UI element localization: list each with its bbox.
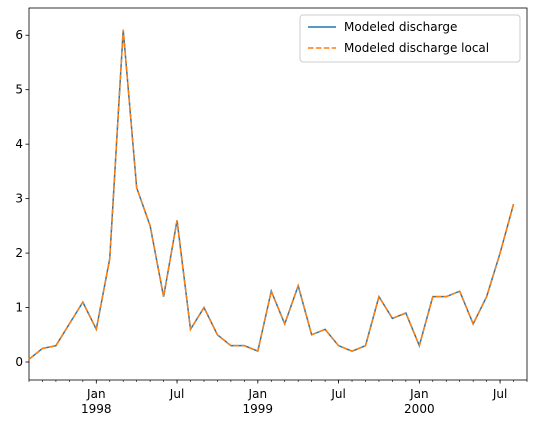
series-line bbox=[28, 29, 515, 360]
legend-box bbox=[299, 14, 521, 63]
y-tick-label: 2 bbox=[15, 246, 23, 260]
legend-label: Modeled discharge local bbox=[344, 41, 489, 55]
y-tick-label: 5 bbox=[15, 83, 23, 97]
x-tick-label: Jan 2000 bbox=[404, 387, 435, 416]
y-tick-label: 4 bbox=[15, 137, 23, 151]
x-tick-label: Jul bbox=[169, 387, 184, 401]
y-tick-label: 6 bbox=[15, 28, 23, 42]
y-tick-label: 0 bbox=[15, 355, 23, 369]
x-tick-label: Jul bbox=[492, 387, 507, 401]
legend-label: Modeled discharge bbox=[344, 20, 457, 34]
y-tick-label: 1 bbox=[15, 301, 23, 315]
y-tick-label: 3 bbox=[15, 192, 23, 206]
plot-area bbox=[28, 7, 528, 381]
x-tick-label: Jul bbox=[330, 387, 345, 401]
x-tick-label: Jan 1999 bbox=[243, 387, 274, 416]
series-line bbox=[28, 29, 515, 360]
x-tick-label: Jan 1998 bbox=[81, 387, 112, 416]
